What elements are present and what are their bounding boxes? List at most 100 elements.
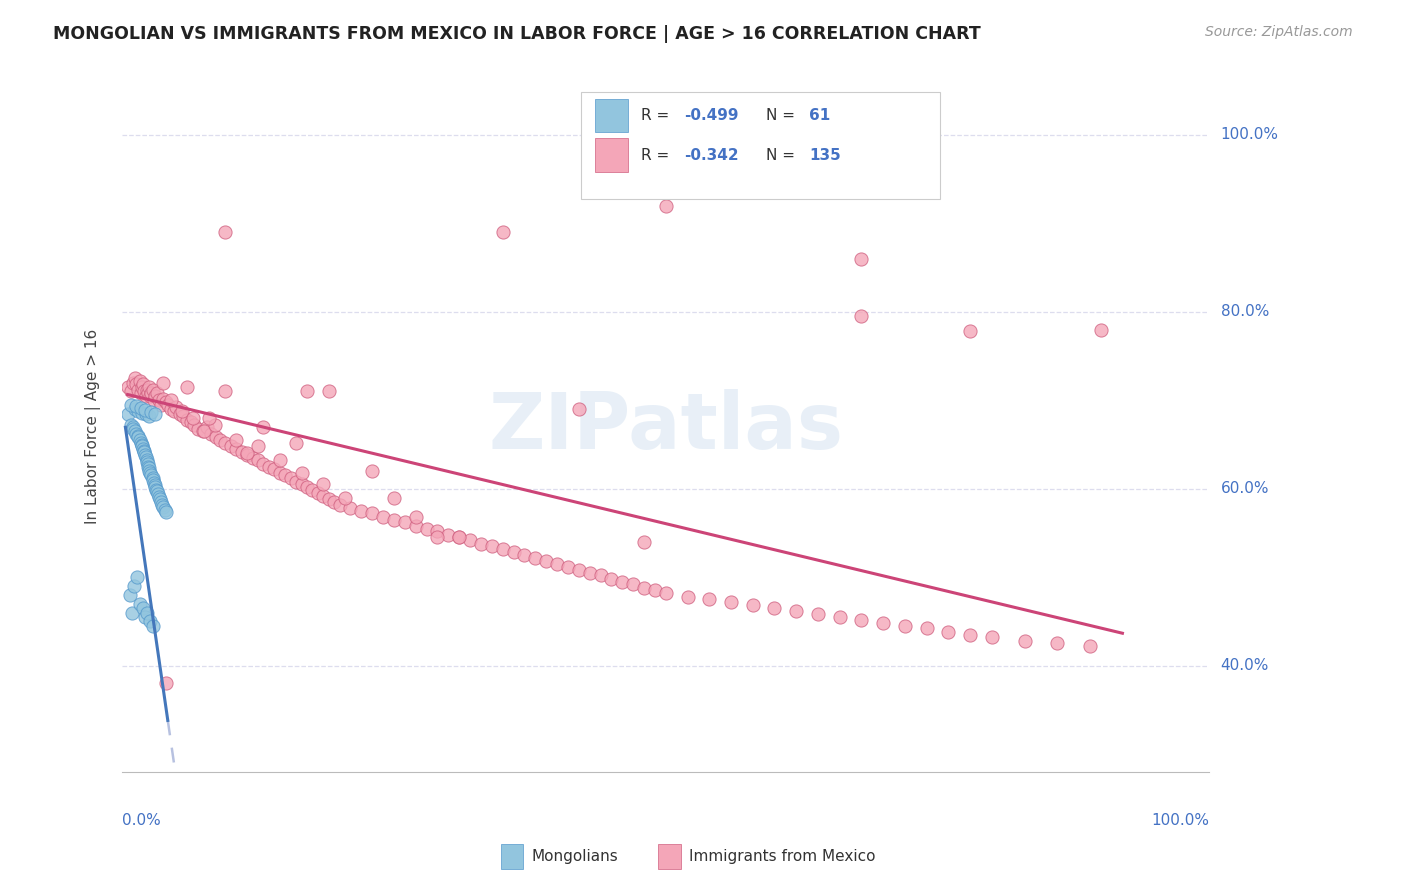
Point <box>160 402 183 417</box>
Point <box>720 595 742 609</box>
Point <box>481 539 503 553</box>
Point <box>155 505 177 519</box>
Text: R =: R = <box>641 108 673 123</box>
Point <box>150 495 173 509</box>
Point <box>145 483 167 497</box>
Point <box>117 380 139 394</box>
Point <box>200 426 222 441</box>
Point <box>557 559 579 574</box>
Point <box>180 416 202 430</box>
Point <box>219 439 242 453</box>
Point <box>136 455 159 469</box>
Point <box>785 604 807 618</box>
Point <box>492 225 515 239</box>
Text: R =: R = <box>641 147 673 162</box>
Point <box>120 384 142 399</box>
Point <box>214 225 236 239</box>
Point <box>236 448 259 462</box>
Point <box>170 404 193 418</box>
Point <box>208 433 231 447</box>
Point <box>149 492 172 507</box>
Point <box>153 503 176 517</box>
Point <box>697 592 720 607</box>
Point <box>214 384 236 399</box>
Point <box>1078 639 1101 653</box>
Point <box>160 393 183 408</box>
Text: -0.342: -0.342 <box>685 147 740 162</box>
Text: 100.0%: 100.0% <box>1220 128 1278 143</box>
Text: -0.499: -0.499 <box>685 108 738 123</box>
Point <box>142 475 165 490</box>
Point <box>492 541 515 556</box>
Point <box>134 448 156 462</box>
Point <box>198 411 221 425</box>
Point <box>132 443 155 458</box>
Point <box>405 519 427 533</box>
Point <box>141 386 163 401</box>
Point <box>152 376 174 390</box>
Point <box>148 490 170 504</box>
Point <box>132 445 155 459</box>
Point <box>981 630 1004 644</box>
Point <box>128 433 150 447</box>
Point <box>263 462 285 476</box>
Point <box>851 613 873 627</box>
Point <box>204 418 226 433</box>
Point <box>117 407 139 421</box>
Text: ZIPatlas: ZIPatlas <box>488 389 844 465</box>
Point <box>136 383 159 397</box>
Point <box>128 374 150 388</box>
Text: 135: 135 <box>810 147 841 162</box>
Point <box>131 380 153 394</box>
Point <box>136 452 159 467</box>
Point <box>763 601 786 615</box>
Point <box>129 435 152 450</box>
Point <box>148 393 170 408</box>
Point <box>568 402 591 417</box>
Point <box>150 398 173 412</box>
Point <box>350 504 373 518</box>
Point <box>655 586 678 600</box>
Point <box>204 430 226 444</box>
Point <box>546 557 568 571</box>
Point <box>915 622 938 636</box>
Text: Source: ZipAtlas.com: Source: ZipAtlas.com <box>1205 25 1353 39</box>
Point <box>437 527 460 541</box>
Point <box>449 530 471 544</box>
Point <box>470 536 492 550</box>
Point <box>242 450 264 465</box>
Text: Mongolians: Mongolians <box>531 849 619 863</box>
Point <box>139 389 162 403</box>
Point <box>318 492 340 507</box>
Point <box>142 471 165 485</box>
Text: N =: N = <box>766 147 800 162</box>
Text: MONGOLIAN VS IMMIGRANTS FROM MEXICO IN LABOR FORCE | AGE > 16 CORRELATION CHART: MONGOLIAN VS IMMIGRANTS FROM MEXICO IN L… <box>53 25 981 43</box>
Point <box>156 398 179 412</box>
Point <box>655 199 678 213</box>
Point <box>124 402 146 417</box>
Point <box>285 475 308 489</box>
Text: 60.0%: 60.0% <box>1220 481 1270 496</box>
Point <box>214 435 236 450</box>
Point <box>152 392 174 406</box>
Point <box>166 401 188 415</box>
Point <box>415 522 437 536</box>
Point <box>187 421 209 435</box>
Point <box>152 500 174 515</box>
Point <box>1014 633 1036 648</box>
Point <box>295 384 318 399</box>
Point <box>589 568 612 582</box>
Point <box>146 484 169 499</box>
Point <box>257 459 280 474</box>
Point <box>333 491 356 505</box>
FancyBboxPatch shape <box>581 92 939 199</box>
Point <box>120 418 142 433</box>
Point <box>269 453 291 467</box>
Y-axis label: In Labor Force | Age > 16: In Labor Force | Age > 16 <box>86 329 101 524</box>
Point <box>318 384 340 399</box>
Point <box>143 389 166 403</box>
Point <box>274 468 297 483</box>
Point <box>120 398 142 412</box>
Point <box>361 507 384 521</box>
Point <box>128 597 150 611</box>
